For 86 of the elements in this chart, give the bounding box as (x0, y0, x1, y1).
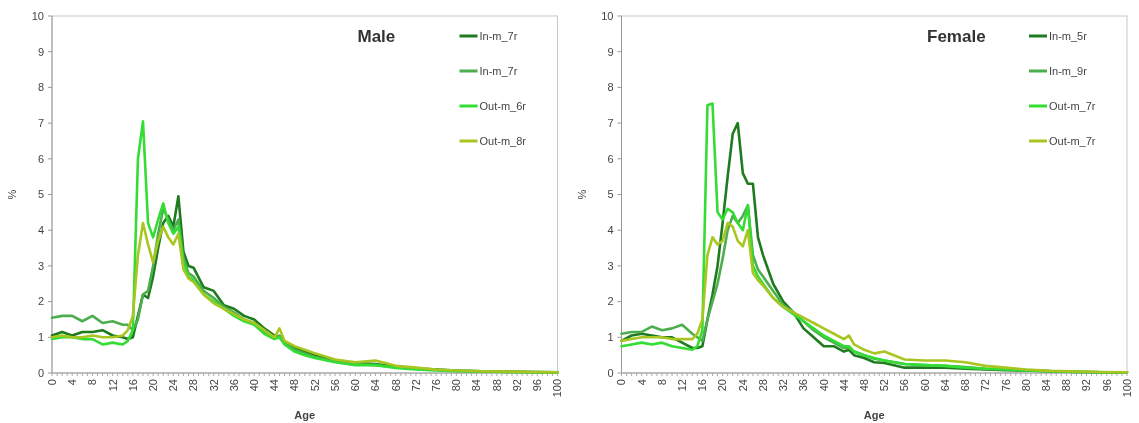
legend-label: In-m_9r (1049, 64, 1088, 77)
x-tick-label: 92 (510, 379, 523, 392)
text: Male (357, 27, 396, 46)
x-tick-label: 96 (531, 379, 544, 392)
legend-label: Out-m_7r (1049, 99, 1096, 112)
x-tick-label: 16 (126, 379, 139, 392)
x-tick-label: 28 (187, 379, 200, 392)
x-tick-label: 100 (1120, 379, 1133, 398)
legend-label: In-m_5r (1049, 29, 1088, 42)
x-tick-label: 28 (756, 379, 769, 392)
x-tick-label: 52 (878, 379, 891, 392)
x-tick-label: 8 (655, 379, 668, 386)
x-tick-label: 88 (1060, 379, 1073, 392)
y-tick-label: 10 (31, 9, 44, 22)
y-tick-label: 2 (37, 295, 44, 308)
y-tick-label: 2 (607, 295, 614, 308)
legend-label: Out-m_7r (1049, 134, 1096, 147)
x-tick-label: 36 (227, 379, 240, 392)
x-tick-label: 20 (146, 379, 159, 392)
x-tick-label: 72 (409, 379, 422, 392)
x-tick-label: 64 (369, 379, 382, 392)
x-tick-label: 80 (450, 379, 463, 392)
x-tick-label: 40 (817, 379, 830, 392)
y-tick-label: 9 (607, 45, 614, 58)
x-tick-label: 0 (615, 379, 628, 386)
x-tick-label: 4 (635, 379, 648, 386)
x-tick-label: 24 (167, 379, 180, 392)
x-tick-label: 84 (1039, 379, 1052, 392)
x-tick-label: 12 (676, 379, 689, 392)
x-tick-label: 68 (389, 379, 402, 392)
x-axis-title: Age (294, 409, 316, 421)
y-axis-title: % (575, 189, 588, 200)
y-tick-label: 3 (37, 259, 44, 272)
x-tick-label: 48 (288, 379, 301, 392)
y-tick-label: 4 (607, 224, 614, 237)
x-tick-label: 60 (918, 379, 931, 392)
y-tick-label: 7 (607, 116, 614, 129)
x-tick-label: 32 (207, 379, 220, 392)
y-tick-label: 3 (607, 259, 614, 272)
x-tick-label: 72 (979, 379, 992, 392)
y-tick-label: 8 (607, 81, 614, 94)
y-tick-label: 6 (37, 152, 44, 165)
y-tick-label: 5 (37, 188, 44, 201)
y-tick-label: 4 (37, 224, 44, 237)
x-tick-label: 40 (248, 379, 261, 392)
x-tick-label: 60 (349, 379, 362, 392)
x-tick-label: 48 (857, 379, 870, 392)
x-tick-label: 84 (470, 379, 483, 392)
legend-label: Out-m_8r (479, 134, 527, 147)
x-tick-label: 64 (938, 379, 951, 392)
y-tick-label: 9 (37, 45, 44, 58)
x-tick-label: 56 (328, 379, 341, 392)
x-tick-label: 88 (490, 379, 503, 392)
x-tick-label: 68 (959, 379, 972, 392)
x-tick-label: 44 (837, 379, 850, 392)
x-tick-label: 76 (430, 379, 443, 392)
legend-label: Out-m_6r (479, 99, 527, 112)
y-tick-label: 6 (607, 152, 614, 165)
x-tick-label: 8 (86, 379, 99, 386)
x-tick-label: 4 (66, 379, 79, 386)
y-tick-label: 7 (37, 116, 44, 129)
legend-label: In-m_7r (479, 29, 518, 42)
y-tick-label: 1 (37, 331, 44, 344)
x-tick-label: 32 (777, 379, 790, 392)
x-tick-label: 24 (736, 379, 749, 392)
legend-label: In-m_7r (479, 64, 518, 77)
x-tick-label: 36 (797, 379, 810, 392)
x-tick-label: 16 (696, 379, 709, 392)
x-tick-label: 56 (898, 379, 911, 392)
x-axis-title: Age (863, 409, 885, 421)
y-tick-label: 8 (37, 81, 44, 94)
y-tick-label: 5 (607, 188, 614, 201)
x-tick-label: 100 (551, 379, 564, 398)
x-tick-label: 0 (45, 379, 58, 386)
x-tick-label: 12 (106, 379, 119, 392)
x-tick-label: 96 (1100, 379, 1113, 392)
y-tick-label: 10 (601, 9, 614, 22)
y-axis-title: % (6, 189, 18, 200)
x-tick-label: 76 (999, 379, 1012, 392)
x-tick-label: 80 (1019, 379, 1032, 392)
x-tick-label: 52 (308, 379, 321, 392)
text: Female (927, 27, 986, 46)
x-tick-label: 92 (1080, 379, 1093, 392)
x-tick-label: 44 (268, 379, 281, 392)
x-tick-label: 20 (716, 379, 729, 392)
y-tick-label: 1 (607, 331, 614, 344)
